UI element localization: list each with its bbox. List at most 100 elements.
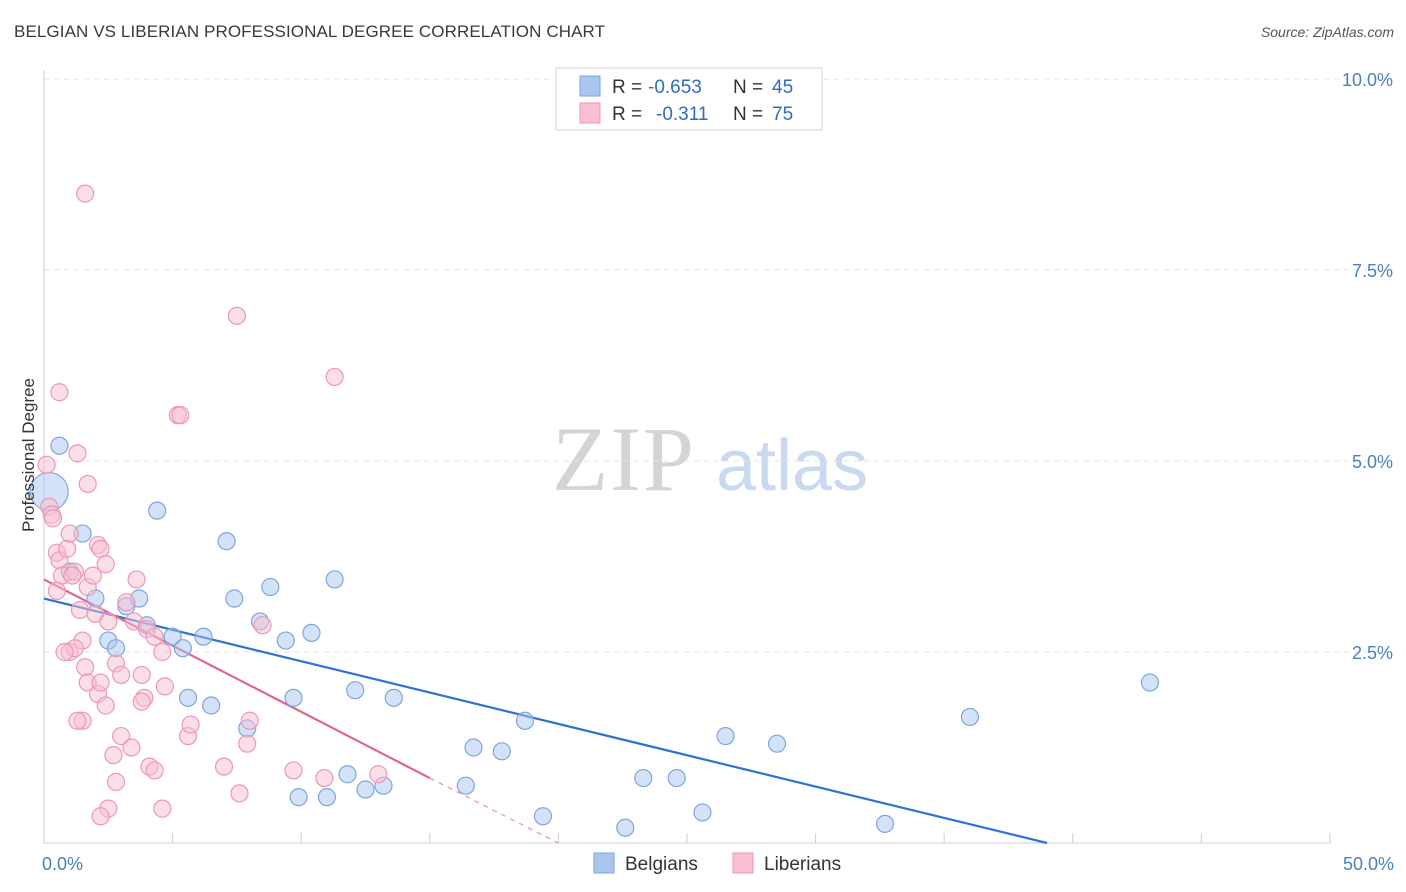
belgians-point-6 xyxy=(106,639,126,658)
belgians-point-36 xyxy=(533,807,553,826)
liberians-point-47 xyxy=(112,726,131,746)
belgians-point-23 xyxy=(289,788,308,807)
liberians-point-16 xyxy=(78,474,97,494)
series-legend: Belgians Liberians xyxy=(593,852,841,875)
legend-swatch-belgians xyxy=(579,75,601,97)
chart-title: BELGIAN VS LIBERIAN PROFESSIONAL DEGREE … xyxy=(14,22,606,41)
liberians-point-23 xyxy=(99,612,118,631)
liberians-point-29 xyxy=(91,673,110,692)
belgians-point-33 xyxy=(464,738,483,757)
belgians-point-25 xyxy=(317,788,337,807)
belgians-points xyxy=(29,436,1160,837)
liberians-point-44 xyxy=(171,406,190,425)
stats-legend: R = -0.653 N = 45 R = -0.311 N = 75 xyxy=(555,67,823,131)
liberians-point-63 xyxy=(240,711,259,730)
bottom-swatch-belgians xyxy=(593,852,615,874)
liberians-point-64 xyxy=(253,616,272,635)
liberians-point-0 xyxy=(37,455,56,474)
liberians-point-22 xyxy=(96,555,115,574)
liberians-point-69 xyxy=(55,642,74,662)
liberians-point-62 xyxy=(238,734,257,753)
liberians-point-67 xyxy=(369,765,388,784)
belgians-point-42 xyxy=(767,734,787,753)
belgians-point-21 xyxy=(276,631,295,650)
trend-lines xyxy=(43,578,1048,845)
liberians-point-50 xyxy=(132,692,151,711)
grid-lines xyxy=(44,78,1392,653)
legend-swatch-liberians xyxy=(579,102,601,124)
belgians-point-20 xyxy=(261,577,280,597)
liberians-point-3 xyxy=(43,509,63,528)
liberians-point-68 xyxy=(68,711,87,730)
y-tick-label-0: 2.5% xyxy=(1352,643,1393,663)
legend-r-label-2: R = xyxy=(612,104,642,125)
liberians-points xyxy=(37,184,388,826)
belgians-point-34 xyxy=(492,742,511,761)
belgians-point-31 xyxy=(384,688,403,707)
legend-n-label-2: N = xyxy=(733,104,763,125)
liberians-point-13 xyxy=(68,444,87,463)
y-tick-labels: 2.5% 5.0% 7.5% 10.0% xyxy=(1342,70,1393,663)
liberians-point-41 xyxy=(153,642,172,662)
legend-n-value-1: 45 xyxy=(772,77,793,98)
liberians-point-53 xyxy=(153,799,172,818)
liberians-point-38 xyxy=(132,665,151,685)
belgians-point-22 xyxy=(284,688,303,707)
belgians-point-15 xyxy=(202,696,221,715)
legend-r-label-1: R = xyxy=(612,77,642,98)
belgians-point-26 xyxy=(325,570,344,589)
legend-r-value-1: -0.653 xyxy=(648,77,702,98)
y-axis-label: Professional Degree xyxy=(19,378,38,532)
belgians-point-12 xyxy=(173,639,192,658)
x-tick-label-min: 0.0% xyxy=(42,854,83,874)
bottom-legend-belgians: Belgians xyxy=(625,854,698,875)
liberians-point-14 xyxy=(70,600,90,620)
belgians-point-24 xyxy=(302,623,321,643)
belgians-point-40 xyxy=(693,803,712,822)
y-tick-label-2: 7.5% xyxy=(1352,261,1393,281)
liberians-point-21 xyxy=(91,539,110,558)
liberians-point-46 xyxy=(181,715,200,734)
belgians-point-43 xyxy=(875,814,895,834)
x-tick-label-max: 50.0% xyxy=(1343,854,1394,874)
liberians-point-33 xyxy=(112,665,131,685)
belgians-point-29 xyxy=(356,780,375,799)
belgians-point-13 xyxy=(178,688,198,707)
trend-line-extension-liberians xyxy=(429,777,559,844)
belgians-point-44 xyxy=(960,707,980,727)
source-label: Source: ZipAtlas.com xyxy=(1260,24,1394,40)
liberians-point-34 xyxy=(117,593,136,612)
legend-n-label-1: N = xyxy=(733,77,763,98)
liberians-point-52 xyxy=(145,761,164,780)
belgians-point-14 xyxy=(194,627,213,646)
belgians-point-37 xyxy=(616,818,635,837)
liberians-point-49 xyxy=(104,746,123,765)
belgians-point-38 xyxy=(634,768,653,788)
belgians-point-39 xyxy=(667,768,686,788)
liberians-point-7 xyxy=(47,581,66,600)
belgians-point-16 xyxy=(217,532,236,551)
belgians-point-32 xyxy=(456,776,475,795)
svg-text:ZIP: ZIP xyxy=(552,408,696,510)
liberians-point-26 xyxy=(76,658,95,677)
y-tick-label-1: 5.0% xyxy=(1352,452,1393,472)
liberians-point-31 xyxy=(96,696,115,715)
liberians-point-56 xyxy=(91,807,110,826)
liberians-point-36 xyxy=(127,570,146,589)
liberians-point-65 xyxy=(284,761,303,780)
liberians-point-58 xyxy=(227,306,246,325)
liberians-point-48 xyxy=(122,738,141,757)
liberians-point-10 xyxy=(60,524,79,543)
belgians-point-1 xyxy=(50,436,69,455)
liberians-point-9 xyxy=(58,539,77,558)
liberians-point-18 xyxy=(83,566,102,585)
belgians-point-17 xyxy=(225,589,244,608)
liberians-point-54 xyxy=(106,772,126,791)
liberians-point-12 xyxy=(63,566,82,585)
watermark: ZIP atlas xyxy=(552,408,868,510)
belgians-point-27 xyxy=(338,765,357,784)
svg-text:atlas: atlas xyxy=(716,426,868,506)
belgians-point-11 xyxy=(163,627,182,646)
liberians-point-40 xyxy=(145,627,164,646)
